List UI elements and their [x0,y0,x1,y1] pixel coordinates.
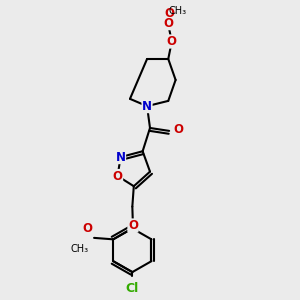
Text: O: O [163,17,173,30]
Text: CH₃: CH₃ [70,244,89,254]
Text: O: O [165,7,175,20]
Text: Cl: Cl [126,282,139,295]
Text: O: O [128,219,138,232]
Text: CH₃: CH₃ [168,7,186,16]
Text: O: O [82,222,93,235]
Text: O: O [167,35,177,48]
Text: N: N [116,151,126,164]
Text: N: N [142,100,152,112]
Text: O: O [112,169,123,182]
Text: O: O [174,123,184,136]
